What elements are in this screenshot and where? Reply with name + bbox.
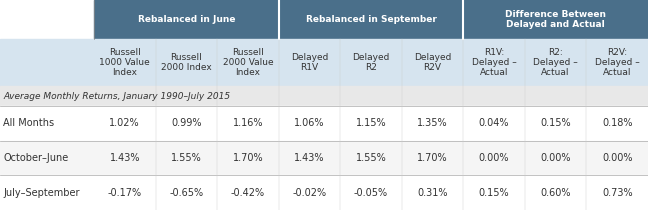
Text: October–June: October–June bbox=[3, 153, 69, 163]
Bar bbox=[463, 0, 648, 39]
Text: 1.70%: 1.70% bbox=[417, 153, 448, 163]
Text: Russell
2000 Value
Index: Russell 2000 Value Index bbox=[222, 48, 273, 77]
Text: Delayed
R2: Delayed R2 bbox=[353, 53, 389, 72]
Text: 0.00%: 0.00% bbox=[540, 153, 571, 163]
Text: -0.02%: -0.02% bbox=[292, 188, 327, 198]
Text: 0.60%: 0.60% bbox=[540, 188, 571, 198]
Text: Delayed
R1V: Delayed R1V bbox=[291, 53, 328, 72]
Text: -0.42%: -0.42% bbox=[231, 188, 265, 198]
Text: Russell
2000 Index: Russell 2000 Index bbox=[161, 53, 212, 72]
Bar bbox=[0, 141, 648, 175]
Text: 0.15%: 0.15% bbox=[479, 188, 509, 198]
Text: -0.65%: -0.65% bbox=[169, 188, 203, 198]
Text: 0.15%: 0.15% bbox=[540, 118, 571, 128]
Text: 1.70%: 1.70% bbox=[233, 153, 263, 163]
Text: R2V:
Delayed –
Actual: R2V: Delayed – Actual bbox=[595, 48, 640, 77]
Text: R2:
Delayed –
Actual: R2: Delayed – Actual bbox=[533, 48, 578, 77]
Bar bbox=[0, 106, 648, 141]
Text: 1.06%: 1.06% bbox=[294, 118, 325, 128]
Bar bbox=[0, 86, 648, 106]
Text: Rebalanced in September: Rebalanced in September bbox=[306, 15, 436, 24]
Text: 0.31%: 0.31% bbox=[417, 188, 448, 198]
Text: 0.99%: 0.99% bbox=[171, 118, 202, 128]
Bar bbox=[0, 175, 648, 210]
Text: 0.18%: 0.18% bbox=[602, 118, 632, 128]
Text: 0.73%: 0.73% bbox=[602, 188, 632, 198]
Text: -0.17%: -0.17% bbox=[108, 188, 142, 198]
Text: Delayed
R2V: Delayed R2V bbox=[414, 53, 451, 72]
Text: 1.43%: 1.43% bbox=[294, 153, 325, 163]
Bar bbox=[94, 0, 279, 39]
Text: 1.15%: 1.15% bbox=[356, 118, 386, 128]
Text: July–September: July–September bbox=[3, 188, 80, 198]
Text: Difference Between
Delayed and Actual: Difference Between Delayed and Actual bbox=[505, 10, 606, 29]
Text: 1.35%: 1.35% bbox=[417, 118, 448, 128]
Text: R1V:
Delayed –
Actual: R1V: Delayed – Actual bbox=[472, 48, 516, 77]
Text: 1.02%: 1.02% bbox=[110, 118, 140, 128]
Text: 0.00%: 0.00% bbox=[602, 153, 632, 163]
Text: 1.55%: 1.55% bbox=[356, 153, 386, 163]
Text: Average Monthly Returns, January 1990–July 2015: Average Monthly Returns, January 1990–Ju… bbox=[3, 92, 231, 101]
Bar bbox=[0, 39, 648, 86]
Text: -0.05%: -0.05% bbox=[354, 188, 388, 198]
Bar bbox=[279, 0, 463, 39]
Text: Rebalanced in June: Rebalanced in June bbox=[137, 15, 235, 24]
Text: 0.04%: 0.04% bbox=[479, 118, 509, 128]
Text: Russell
1000 Value
Index: Russell 1000 Value Index bbox=[99, 48, 150, 77]
Text: All Months: All Months bbox=[3, 118, 54, 128]
Text: 1.16%: 1.16% bbox=[233, 118, 263, 128]
Text: 0.00%: 0.00% bbox=[479, 153, 509, 163]
Text: 1.43%: 1.43% bbox=[110, 153, 140, 163]
Text: 1.55%: 1.55% bbox=[171, 153, 202, 163]
